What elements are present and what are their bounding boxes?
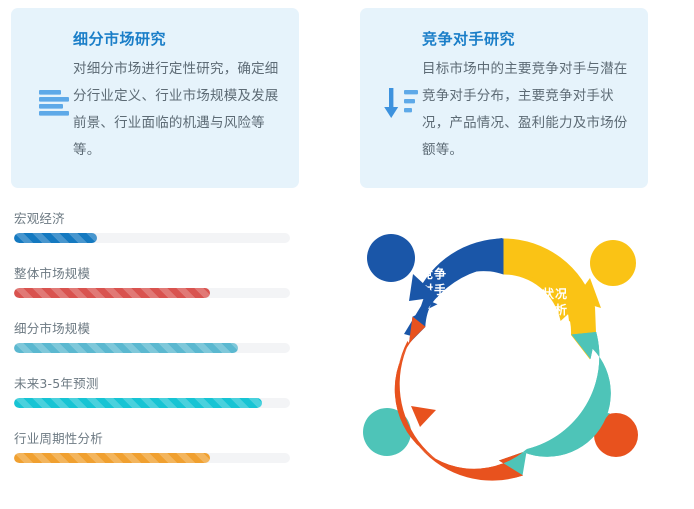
- progress-label: 整体市场规模: [14, 266, 91, 281]
- progress-fill: [14, 288, 210, 298]
- progress-track: [14, 233, 290, 243]
- card-body: 竞争对手研究 目标市场中的主要竞争对手与潜在竞争对手分布，主要竞争对手状况，产品…: [422, 30, 634, 164]
- progress-track: [14, 453, 290, 463]
- card-competitor-research[interactable]: 竞争对手研究 目标市场中的主要竞争对手与潜在竞争对手分布，主要竞争对手状况，产品…: [360, 8, 648, 188]
- top-cards-row: 细分市场研究 对细分市场进行定性研究，确定细分行业定义、行业市场规模及发展前景、…: [0, 0, 694, 200]
- cycle-segment-label-1: 状况: [542, 286, 568, 301]
- progress-label: 未来3-5年预测: [14, 376, 99, 391]
- progress-track: [14, 288, 290, 298]
- progress-item-0: 宏观经济: [14, 212, 290, 243]
- progress-label: 细分市场规模: [14, 321, 91, 336]
- arrow-head-yellow: [574, 278, 601, 308]
- arrow-head-orange: [411, 406, 436, 427]
- progress-fill: [14, 453, 210, 463]
- dot-bottom-left: [363, 408, 411, 456]
- progress-item-1: 整体市场规模: [14, 267, 290, 298]
- card-description: 目标市场中的主要竞争对手与潜在竞争对手分布，主要竞争对手状况，产品情况、盈利能力…: [422, 61, 628, 158]
- dot-top-right: [590, 240, 636, 286]
- card-body: 细分市场研究 对细分市场进行定性研究，确定细分行业定义、行业市场规模及发展前景、…: [73, 30, 285, 164]
- progress-item-2: 细分市场规模: [14, 322, 290, 353]
- card-segment-market-research[interactable]: 细分市场研究 对细分市场进行定性研究，确定细分行业定义、行业市场规模及发展前景、…: [11, 8, 299, 188]
- progress-item-3: 未来3-5年预测: [14, 377, 290, 408]
- cycle-segment-label-1b: 分析: [542, 302, 568, 317]
- arrow-head-blue: [409, 274, 438, 301]
- dot-bottom-right: [594, 413, 638, 457]
- card-title: 细分市场研究: [73, 30, 167, 48]
- list-bars-icon: [31, 80, 75, 124]
- progress-fill: [14, 343, 238, 353]
- card-description: 对细分市场进行定性研究，确定细分行业定义、行业市场规模及发展前景、行业面临的机遇…: [73, 61, 279, 158]
- progress-track: [14, 343, 290, 353]
- progress-label: 宏观经济: [14, 211, 65, 226]
- card-title: 竞争对手研究: [422, 30, 516, 48]
- cycle-donut-chart: 竞争 对手 状况 分析 市场 份额 企业 市场 地位: [352, 212, 652, 504]
- progress-list: 宏观经济 整体市场规模 细分市场规模 未来3-5年预测 行业周期性分析: [0, 204, 300, 504]
- progress-label: 行业周期性分析: [14, 431, 103, 446]
- progress-item-4: 行业周期性分析: [14, 432, 290, 463]
- donut-center-hole: [446, 302, 558, 414]
- sort-descending-icon: [380, 80, 424, 124]
- cycle-segment-1[interactable]: 状况 分析: [503, 238, 597, 360]
- progress-fill: [14, 398, 263, 408]
- arrow-head-teal: [584, 413, 610, 435]
- progress-fill: [14, 233, 97, 243]
- cycle-segment-label-0: 竞争: [421, 266, 447, 281]
- cycle-segment-label-3c: 地位: [439, 400, 465, 415]
- dot-top-left: [367, 234, 415, 282]
- progress-track: [14, 398, 290, 408]
